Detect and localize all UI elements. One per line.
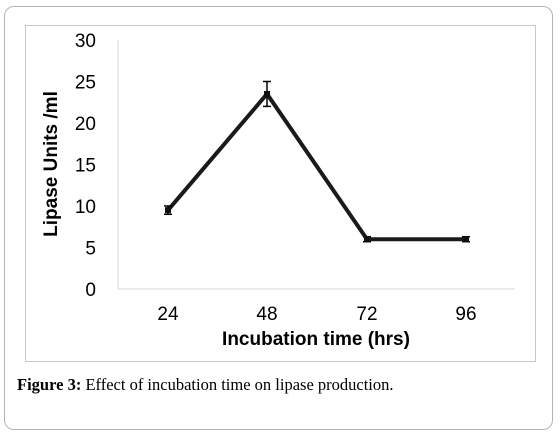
series-line xyxy=(166,90,466,242)
y-tick-label: 10 xyxy=(75,197,96,218)
y-tick-label: 15 xyxy=(75,156,96,177)
y-axis-title: Lipase Units /ml xyxy=(41,91,62,237)
x-tick-label: 96 xyxy=(455,304,476,325)
caption-label: Figure 3: xyxy=(17,375,82,394)
x-tick-label: 72 xyxy=(356,304,377,325)
y-tick-label: 25 xyxy=(75,73,96,94)
data-point xyxy=(364,236,370,243)
chart-area xyxy=(25,25,536,362)
x-tick-label: 48 xyxy=(256,304,277,325)
caption-text: Effect of incubation time on lipase prod… xyxy=(81,375,394,394)
data-point xyxy=(463,236,469,243)
x-tick-label: 24 xyxy=(157,304,179,325)
figure-frame: Figure 3: Effect of incubation time on l… xyxy=(4,6,553,430)
y-tick-label: 5 xyxy=(85,239,96,260)
y-tick-label: 0 xyxy=(85,280,96,301)
data-point xyxy=(264,90,270,97)
data-point xyxy=(165,207,171,214)
x-axis-title: Incubation time (hrs) xyxy=(222,329,410,350)
y-tick-label: 30 xyxy=(75,31,96,52)
y-tick-label: 20 xyxy=(75,114,96,135)
figure-caption: Figure 3: Effect of incubation time on l… xyxy=(17,375,547,395)
